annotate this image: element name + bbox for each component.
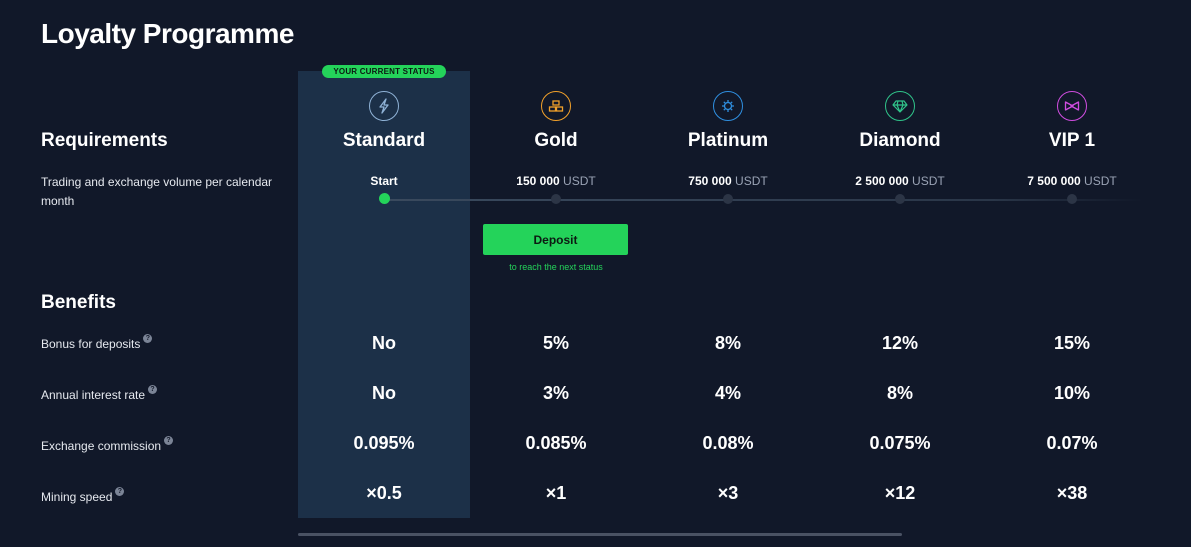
bonus-standard: No [372, 333, 396, 353]
tier-volume-gold: 150 000 USDT [470, 174, 642, 188]
commission-vip1: 0.07% [1046, 433, 1098, 453]
bonus-vip1: 15% [1053, 333, 1091, 353]
benefit-label-bonus: Bonus for deposits ? [41, 334, 153, 351]
volume-value: Start [370, 174, 398, 188]
deposit-hint: to reach the next status [509, 262, 603, 272]
volume-unit: USDT [735, 174, 768, 188]
current-status-badge: YOUR CURRENT STATUS [322, 65, 446, 78]
help-icon[interactable]: ? [143, 334, 153, 343]
volume-unit: USDT [563, 174, 596, 188]
commission-standard: 0.095% [353, 433, 415, 453]
progress-dot-standard [378, 193, 390, 204]
volume-value: 2 500 000 [855, 174, 909, 188]
progress-dot-platinum [723, 194, 733, 204]
volume-unit: USDT [1084, 174, 1117, 188]
benefit-label-commission: Exchange commission ? [41, 436, 174, 453]
help-icon[interactable]: ? [148, 385, 158, 394]
progress-dot-diamond [895, 194, 905, 204]
benefit-label-mining: Mining speed ? [41, 487, 125, 504]
volume-value: 7 500 000 [1027, 174, 1081, 188]
requirements-title: Requirements [41, 130, 168, 151]
interest-vip1: 10% [1053, 383, 1091, 403]
bonus-gold: 5% [542, 333, 569, 353]
benefit-label-text: Annual interest rate [41, 388, 146, 402]
mining-vip1: ×38 [1056, 483, 1088, 503]
progress-dot-vip1 [1067, 194, 1077, 204]
interest-platinum: 4% [714, 383, 741, 403]
bonus-diamond: 12% [881, 333, 919, 353]
progress-dot-gold [551, 194, 561, 204]
current-status-column [298, 71, 470, 518]
mining-standard: ×0.5 [366, 483, 402, 503]
page-title: Loyalty Programme [41, 18, 294, 49]
help-icon[interactable]: ? [115, 487, 125, 496]
tier-volume-platinum: 750 000 USDT [642, 174, 814, 188]
bow-tie-icon [1057, 91, 1087, 121]
commission-platinum: 0.08% [702, 433, 754, 453]
interest-diamond: 8% [886, 383, 913, 403]
volume-requirement-label: Trading and exchange volume per calendar… [41, 175, 273, 208]
gold-bars-icon [541, 91, 571, 121]
tier-name-standard: Standard [342, 130, 426, 151]
mining-platinum: ×3 [717, 483, 739, 503]
mining-diamond: ×12 [884, 483, 916, 503]
mining-gold: ×1 [545, 483, 567, 503]
benefit-label-text: Mining speed [41, 490, 113, 504]
tier-volume-standard: Start [298, 174, 470, 188]
interest-gold: 3% [542, 383, 569, 403]
lightning-icon [369, 91, 399, 121]
tier-volume-diamond: 2 500 000 USDT [814, 174, 986, 188]
benefits-title: Benefits [41, 292, 116, 313]
benefit-label-text: Bonus for deposits [41, 337, 141, 351]
volume-value: 750 000 [688, 174, 732, 188]
commission-gold: 0.085% [525, 433, 587, 453]
progress-track [383, 199, 1143, 201]
deposit-button[interactable]: Deposit [483, 224, 628, 255]
tier-name-vip1: VIP 1 [1048, 130, 1096, 151]
tier-name-platinum: Platinum [687, 130, 769, 151]
volume-value: 150 000 [516, 174, 560, 188]
benefit-label-interest: Annual interest rate ? [41, 385, 158, 402]
bonus-platinum: 8% [714, 333, 741, 353]
diamond-icon [885, 91, 915, 121]
gear-badge-icon [713, 91, 743, 121]
horizontal-scrollbar[interactable] [298, 533, 902, 536]
tier-name-gold: Gold [534, 130, 578, 151]
interest-standard: No [372, 383, 396, 403]
benefit-label-text: Exchange commission [41, 439, 162, 453]
volume-unit: USDT [912, 174, 945, 188]
help-icon[interactable]: ? [164, 436, 174, 445]
tier-name-diamond: Diamond [859, 130, 941, 151]
commission-diamond: 0.075% [869, 433, 931, 453]
tier-volume-vip1: 7 500 000 USDT [986, 174, 1158, 188]
